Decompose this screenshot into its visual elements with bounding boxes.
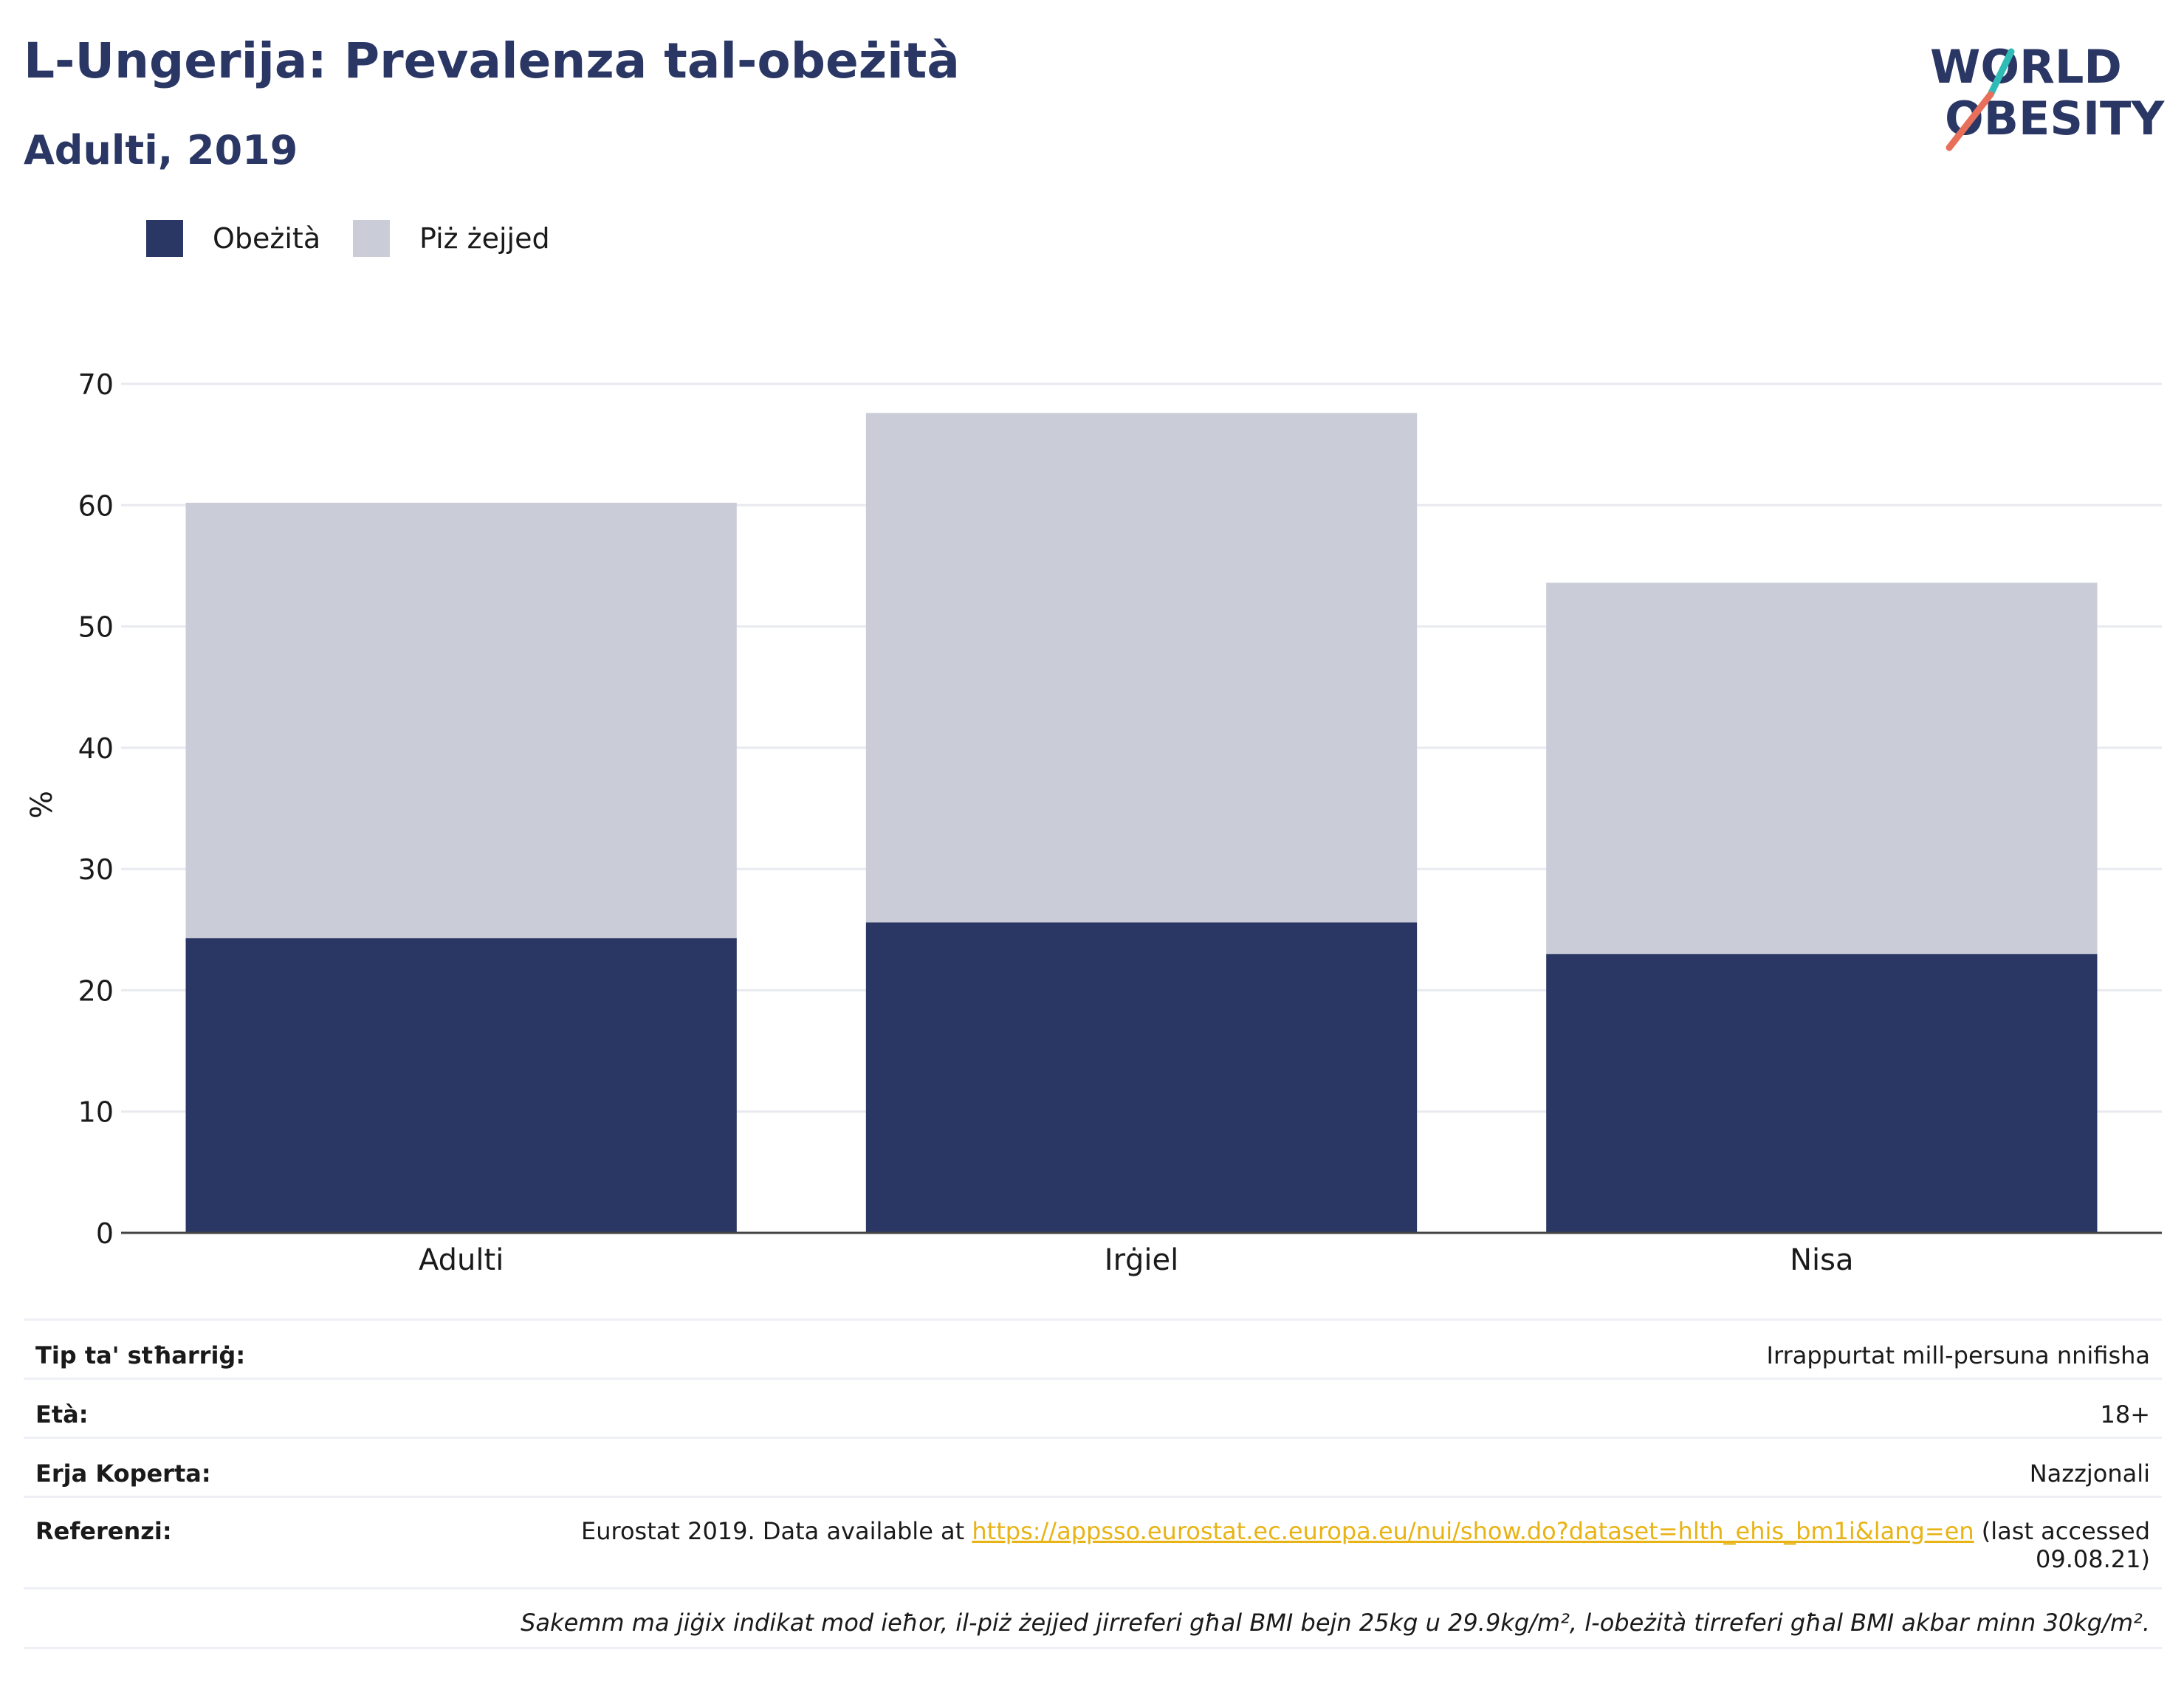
world-obesity-logo: WORLD OBESITY — [1930, 40, 2165, 151]
legend-swatch-overweight — [353, 220, 390, 257]
bar-obesity-0 — [185, 938, 737, 1233]
y-tick-label: 70 — [78, 368, 114, 401]
logo-word-world: WORLD — [1930, 40, 2122, 94]
y-tick-label: 60 — [78, 489, 114, 522]
references-link[interactable]: https://appsso.eurostat.ec.europa.eu/nui… — [972, 1517, 1974, 1545]
references-prefix: Eurostat 2019. Data available at — [581, 1517, 972, 1545]
references-accessed-date: 09.08.21) — [2036, 1545, 2150, 1573]
y-tick-label: 20 — [78, 974, 114, 1007]
references-value: Eurostat 2019. Data available at https:/… — [581, 1517, 2162, 1573]
info-row-survey-type: Tip ta' stħarriġ: Irrappurtat mill-persu… — [24, 1318, 2162, 1378]
logo-word-obesity: OBESITY — [1945, 92, 2165, 145]
y-tick-label: 30 — [78, 853, 114, 886]
y-axis-label: % — [25, 791, 59, 819]
legend-item-obesity: Obeżità — [146, 219, 320, 258]
bars — [185, 413, 2098, 1233]
bar-overweight-1 — [865, 413, 1418, 923]
logo-slash-teal — [1987, 48, 2015, 98]
area-label: Erja Koperta: — [35, 1460, 211, 1488]
legend-label-overweight: Piż żejjed — [419, 222, 550, 255]
references-suffix: (last accessed — [1974, 1517, 2150, 1545]
info-row-note: Sakemm ma jiġix indikat mod ieħor, il-pi… — [24, 1587, 2162, 1649]
legend-item-overweight: Piż żejjed — [353, 219, 550, 258]
info-row-references: Referenzi: Eurostat 2019. Data available… — [24, 1496, 2162, 1587]
info-row-area: Erja Koperta: Nazzjonali — [24, 1437, 2162, 1496]
y-tick-label: 50 — [78, 611, 114, 644]
survey-type-label: Tip ta' stħarriġ: — [35, 1341, 246, 1369]
y-axis-ticks: 0 10 20 30 40 50 60 70 — [78, 368, 114, 1250]
bmi-note: Sakemm ma jiġix indikat mod ieħor, il-pi… — [521, 1609, 2150, 1637]
chart-title: L-Ungerija: Prevalenza tal-obeżità — [24, 32, 960, 89]
references-label: Referenzi: — [35, 1517, 172, 1545]
bar-obesity-1 — [865, 922, 1418, 1233]
x-tick-label: Adulti — [419, 1243, 504, 1277]
legend-swatch-obesity — [146, 220, 183, 257]
info-table: Tip ta' stħarriġ: Irrappurtat mill-persu… — [24, 1318, 2162, 1649]
bar-obesity-2 — [1546, 954, 2098, 1233]
area-value: Nazzjonali — [2029, 1460, 2150, 1488]
legend-label-obesity: Obeżità — [213, 222, 321, 255]
x-tick-label: Nisa — [1790, 1243, 1853, 1277]
logo-slash-coral — [1946, 91, 1994, 151]
bar-chart: 0 10 20 30 40 50 60 70 Adulti Irġiel Nisa % — [25, 368, 2162, 1277]
bar-overweight-2 — [1546, 582, 2098, 955]
x-tick-label: Irġiel — [1105, 1243, 1178, 1277]
x-axis-ticks: Adulti Irġiel Nisa — [419, 1243, 1854, 1277]
y-tick-label: 10 — [78, 1096, 114, 1129]
info-row-age: Età: 18+ — [24, 1378, 2162, 1437]
age-value: 18+ — [2100, 1400, 2150, 1428]
chart-subtitle: Adulti, 2019 — [24, 127, 298, 173]
bar-overweight-0 — [185, 503, 737, 938]
age-label: Età: — [35, 1400, 89, 1428]
y-tick-label: 40 — [78, 732, 114, 765]
y-tick-label: 0 — [96, 1217, 114, 1250]
survey-type-value: Irrappurtat mill-persuna nnifisha — [1766, 1341, 2150, 1369]
